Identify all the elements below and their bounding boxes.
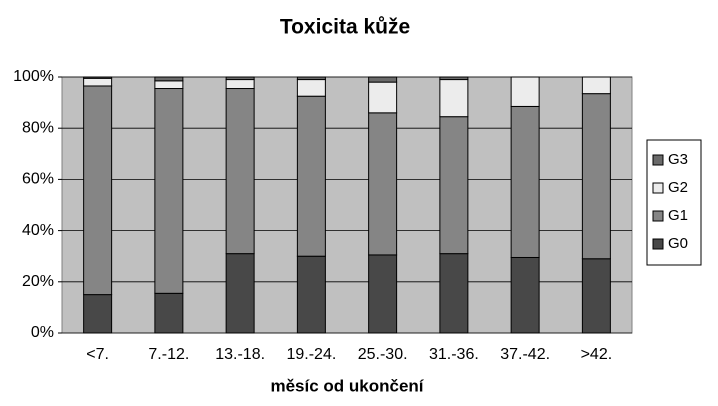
legend-swatch <box>652 238 664 250</box>
bar-segment <box>296 255 326 334</box>
legend-label: G0 <box>668 235 688 252</box>
y-tick-label: 20% <box>22 273 54 290</box>
x-tick-label: >42. <box>581 346 613 363</box>
bar-segment <box>581 258 611 334</box>
bar-segment <box>225 253 255 334</box>
bar-segment <box>581 76 611 95</box>
y-tick-label: 40% <box>22 222 54 239</box>
x-axis-title: měsíc od ukončení <box>270 376 424 395</box>
bar-segment <box>439 116 469 255</box>
legend-label: G3 <box>668 151 688 168</box>
y-tick-label: 60% <box>22 171 54 188</box>
y-tick-label: 0% <box>31 324 54 341</box>
bar-segment <box>154 292 184 334</box>
chart-title: Toxicita kůže <box>280 16 410 39</box>
y-tick-label: 80% <box>22 119 54 136</box>
x-tick-label: 13.-18. <box>215 346 265 363</box>
x-tick-label: 37.-42. <box>500 346 550 363</box>
bar-segment <box>225 79 255 90</box>
legend-label: G2 <box>668 179 688 196</box>
bar-segment <box>368 81 398 114</box>
legend-label: G1 <box>668 207 688 224</box>
legend-swatch <box>652 154 664 166</box>
bar-segment <box>368 254 398 334</box>
bar-segment <box>510 105 540 258</box>
x-tick-label: 25.-30. <box>358 346 408 363</box>
bar-segment <box>154 76 184 82</box>
x-tick-label: <7. <box>86 346 109 363</box>
bar-segment <box>225 88 255 255</box>
bar-segment <box>83 76 113 79</box>
x-tick-label: 19.-24. <box>286 346 336 363</box>
legend-swatch <box>652 182 664 194</box>
bar-segment <box>439 79 469 118</box>
bar-segment <box>510 76 540 107</box>
bar-segment <box>296 76 326 81</box>
bar-segment <box>439 253 469 334</box>
x-tick-label: 7.-12. <box>148 346 189 363</box>
bar-segment <box>83 294 113 334</box>
plot-area <box>61 76 633 334</box>
bar-segment <box>154 88 184 294</box>
bar-segment <box>83 77 113 87</box>
bar-segment <box>581 93 611 260</box>
bar-segment <box>154 80 184 90</box>
bar-segment <box>225 76 255 81</box>
legend-swatch <box>652 210 664 222</box>
bar-segment <box>368 112 398 256</box>
bar-segment <box>368 76 398 83</box>
bar-segment <box>510 256 540 334</box>
bar-segment <box>296 79 326 97</box>
bar-segment <box>296 95 326 257</box>
x-tick-label: 31.-36. <box>429 346 479 363</box>
bar-segment <box>439 76 469 81</box>
bar-segment <box>83 85 113 296</box>
y-tick-label: 100% <box>13 68 54 85</box>
